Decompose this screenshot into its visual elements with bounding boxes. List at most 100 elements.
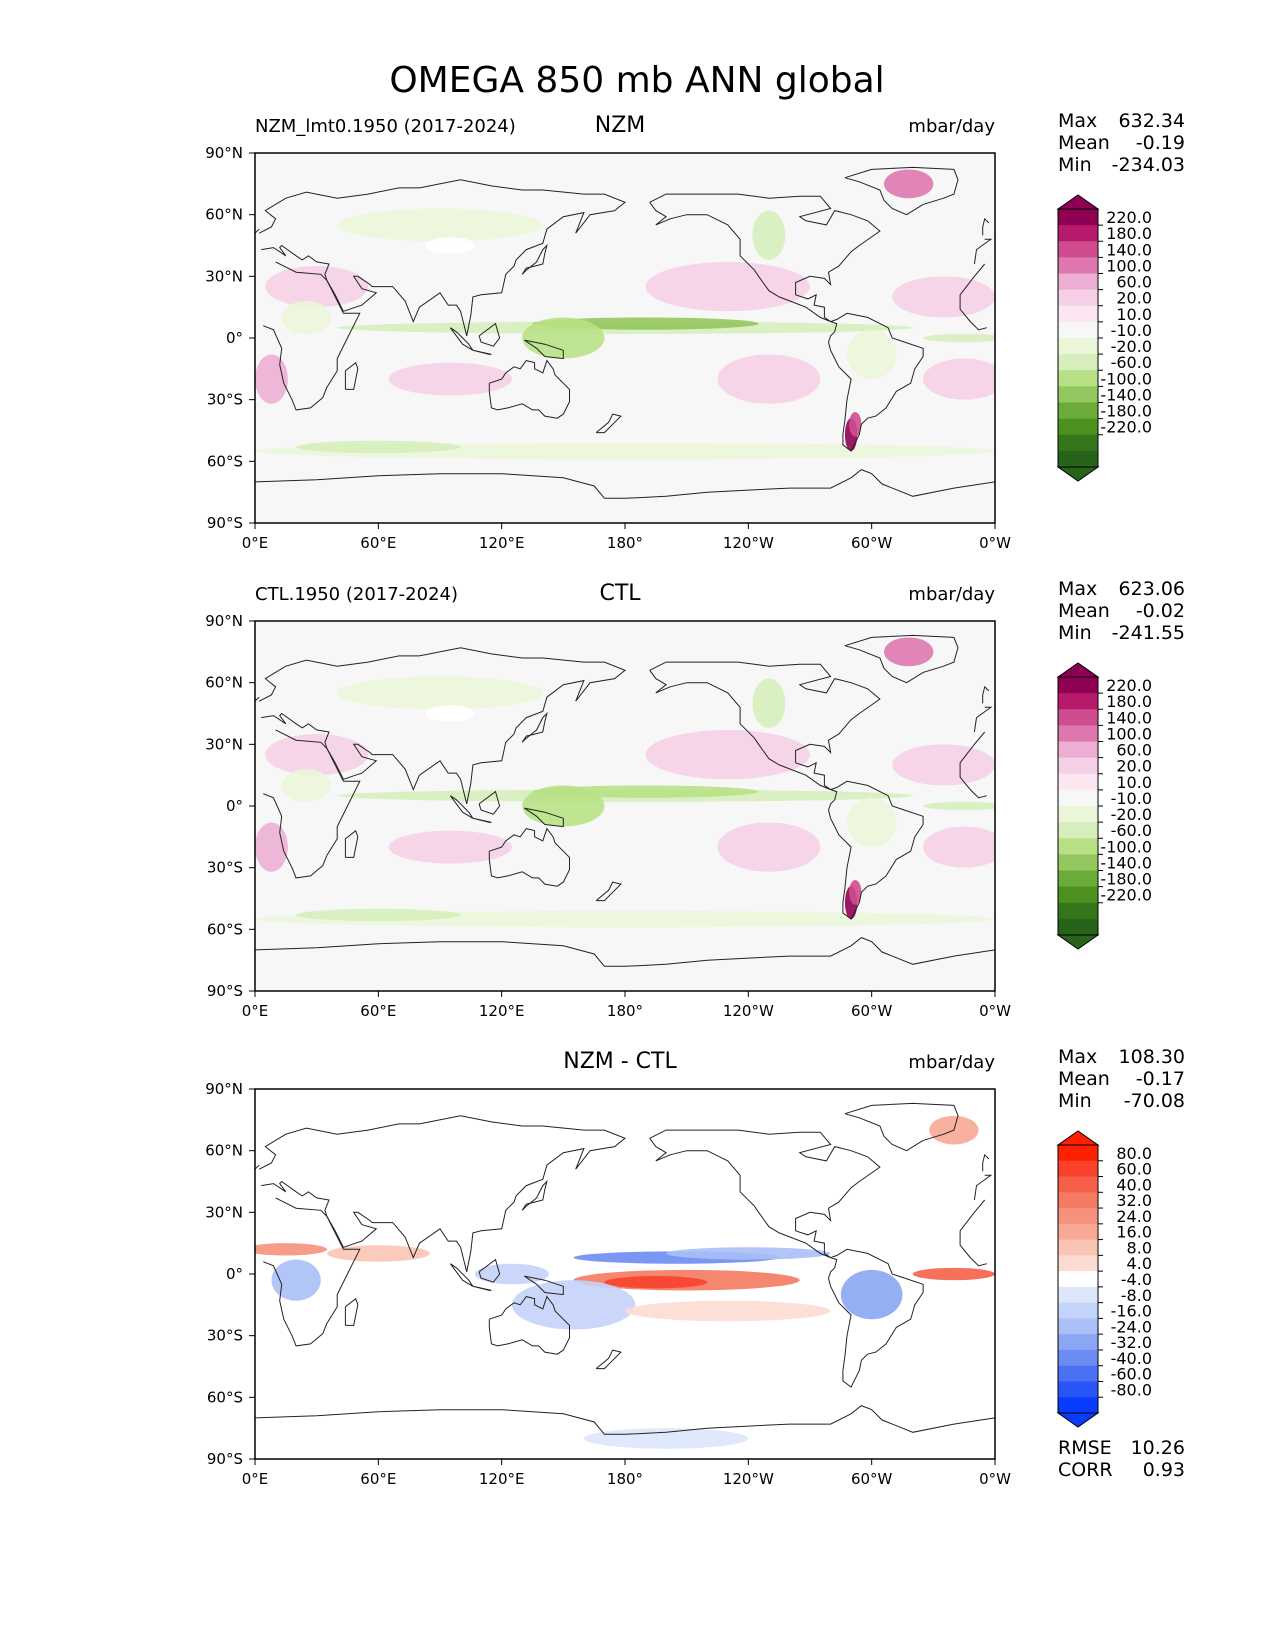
colorbar-bin	[1058, 854, 1098, 871]
field-blob-17	[281, 301, 332, 334]
colorbar-bin	[1058, 1208, 1098, 1225]
colorbar-tick-label: 4.0	[1127, 1254, 1152, 1273]
stat-value: -241.55	[1112, 622, 1185, 644]
colorbar-bin	[1058, 305, 1098, 323]
coastline-6-1	[844, 634, 959, 684]
coastline-2-1	[973, 706, 993, 733]
stat-value: -0.02	[1136, 600, 1185, 622]
stat-label: Mean	[1058, 600, 1110, 622]
lat-tick-label: 30°N	[205, 735, 243, 753]
lon-tick-label: 120°E	[479, 1470, 525, 1488]
colorbar-bin	[1058, 725, 1098, 742]
colorbar-frame	[1057, 1144, 1099, 1414]
coastline-5-1	[488, 1295, 570, 1355]
coastline-12-1	[595, 881, 622, 902]
stat-label: Max	[1058, 1046, 1097, 1068]
colorbar-tick-label: 220.0	[1106, 208, 1152, 227]
lon-tick-label: 0°E	[242, 1470, 269, 1488]
colorbar-bin	[1058, 370, 1098, 387]
panel-units: mbar/day	[908, 116, 995, 137]
colorbar-bin	[1058, 1286, 1098, 1304]
colorbar-tick-label: 60.0	[1116, 741, 1152, 760]
field-blob-10	[474, 1263, 549, 1285]
coastline-5-1	[488, 359, 570, 419]
colorbar: 80.060.040.032.024.016.08.04.0-4.0-8.0-1…	[1056, 1130, 1152, 1428]
panels: NZM NZM_lmt0.1950 (2017-2024) mbar/day 90°N…	[205, 110, 1185, 1488]
colorbar-tick-label: -10.0	[1111, 789, 1152, 808]
stat-label: Min	[1058, 1090, 1092, 1112]
stat-label: Min	[1058, 154, 1092, 176]
coastline-11-1	[524, 1275, 564, 1296]
coastline-5-1	[488, 827, 570, 887]
colorbar-tick-label: 100.0	[1106, 256, 1152, 275]
coastline-8-1	[449, 327, 474, 351]
lat-tick-label: 0°	[226, 329, 243, 347]
colorbar-tick-label: -20.0	[1111, 337, 1152, 356]
stat-value: -70.08	[1124, 1090, 1185, 1112]
stats-block: Max 108.30 Mean -0.17 Min -70.08	[1058, 1046, 1185, 1112]
field-blob-10	[388, 362, 512, 396]
coastline-14-3	[982, 1153, 990, 1172]
colorbar-bin	[1058, 870, 1098, 888]
coastline-6-1	[844, 166, 959, 216]
coastline-10-1	[478, 322, 501, 347]
field-blob-10	[388, 830, 512, 864]
field-blob-5	[840, 1269, 903, 1320]
colorbar-tick-label: -220.0	[1100, 886, 1152, 905]
stat-label: Mean	[1058, 132, 1110, 154]
colorbar-tick-label: 8.0	[1127, 1238, 1152, 1257]
stat-value: -0.17	[1136, 1068, 1185, 1090]
colorbar-tick-label: -60.0	[1111, 1365, 1152, 1384]
panel-1: NZM NZM_lmt0.1950 (2017-2024) mbar/day 90°N…	[205, 110, 1185, 552]
field-blob-7	[255, 1243, 327, 1256]
colorbar-tick-label: -40.0	[1111, 1349, 1152, 1368]
field-blob-6	[892, 276, 995, 318]
colorbar-bin	[1058, 209, 1098, 226]
panel-title: NZM	[595, 113, 646, 138]
colorbar-bin	[1058, 1223, 1098, 1241]
colorbar-bin	[1058, 1397, 1098, 1414]
coastline-15-1	[344, 361, 359, 390]
lat-tick-label: 0°	[226, 1265, 243, 1283]
field-blob-5	[265, 734, 369, 776]
lat-tick-label: 30°N	[205, 267, 243, 285]
coastline-12-1	[595, 413, 622, 434]
colorbar-bin	[1058, 1334, 1098, 1351]
colorbar-bin	[1058, 289, 1098, 307]
coastline-2-2	[258, 1115, 626, 1273]
colorbar-tick-label: -60.0	[1111, 821, 1152, 840]
field-blob-20	[425, 705, 475, 722]
lon-tick-label: 0°E	[242, 534, 269, 552]
colorbar-bin	[1058, 789, 1098, 807]
field-blob-3	[522, 317, 605, 359]
colorbar-bin	[1058, 1145, 1098, 1162]
coastline-1-1	[959, 1199, 986, 1232]
colorbar-tick-label: -100.0	[1100, 369, 1152, 388]
colorbar-tick-label: -180.0	[1100, 402, 1152, 421]
colorbar-tick-label: -140.0	[1100, 853, 1152, 872]
coastline-11-1	[524, 807, 564, 828]
colorbar-bin	[1058, 1302, 1098, 1319]
colorbar-tick-label: -60.0	[1111, 353, 1152, 372]
field-blob-4	[645, 729, 810, 780]
extra-stats-block: RMSE 10.26 CORR 0.93	[1058, 1437, 1185, 1481]
stat-value: 632.34	[1119, 110, 1185, 132]
coastline-7-1	[255, 1405, 995, 1435]
colorbar-tick-label: 24.0	[1116, 1207, 1152, 1226]
field-blob-7	[717, 822, 821, 872]
field-blob-9	[511, 1280, 636, 1330]
colorbar-tick-label: -100.0	[1100, 837, 1152, 856]
panel-left-label: CTL.1950 (2017-2024)	[255, 584, 458, 605]
colorbar-bin	[1058, 1239, 1098, 1256]
panel-left-label: NZM_lmt0.1950 (2017-2024)	[255, 116, 516, 137]
field-blob-8	[912, 1267, 995, 1281]
panel-2: CTL CTL.1950 (2017-2024) mbar/day 90°N 60°N 3…	[205, 578, 1185, 1020]
coastline-10-1	[478, 790, 501, 815]
panel-3: NZM - CTL mbar/day 90°N 60°N 30°N 0° 30°S 60°S 9…	[205, 1046, 1185, 1488]
coastline-13-1	[521, 1179, 548, 1211]
colorbar-bin	[1058, 1255, 1098, 1272]
stat-value: 10.26	[1131, 1437, 1185, 1459]
lon-tick-label: 180°	[607, 534, 643, 552]
coastline-10-1	[478, 1258, 501, 1283]
